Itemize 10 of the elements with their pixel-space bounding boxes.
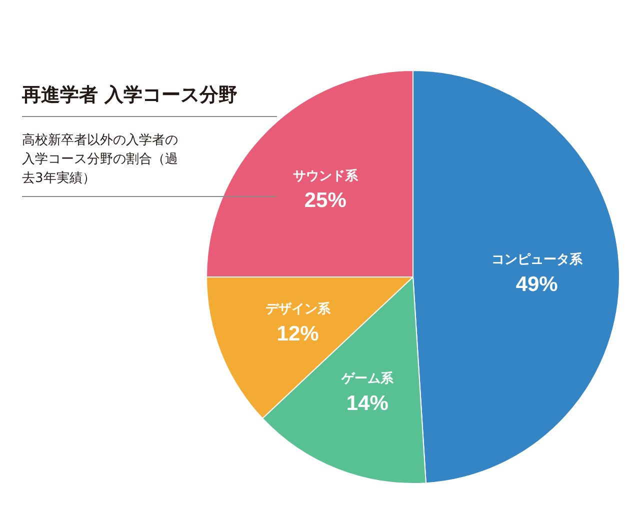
text: 再進学者 入学コース分野 [22,82,277,117]
data-label: 25% [304,189,347,212]
slice-label: サウンド系 [292,168,359,184]
slice-label: ゲーム系 [340,370,394,387]
text: 高校新卒者以外の入学者の入学コース分野の割合（過去3年実績） [22,131,277,197]
data-label: 12% [276,322,320,346]
slice-label: コンピュータ系 [491,251,584,268]
data-label: 14% [346,392,389,415]
data-label: 49% [516,272,558,296]
slice-label: デザイン系 [265,300,332,317]
